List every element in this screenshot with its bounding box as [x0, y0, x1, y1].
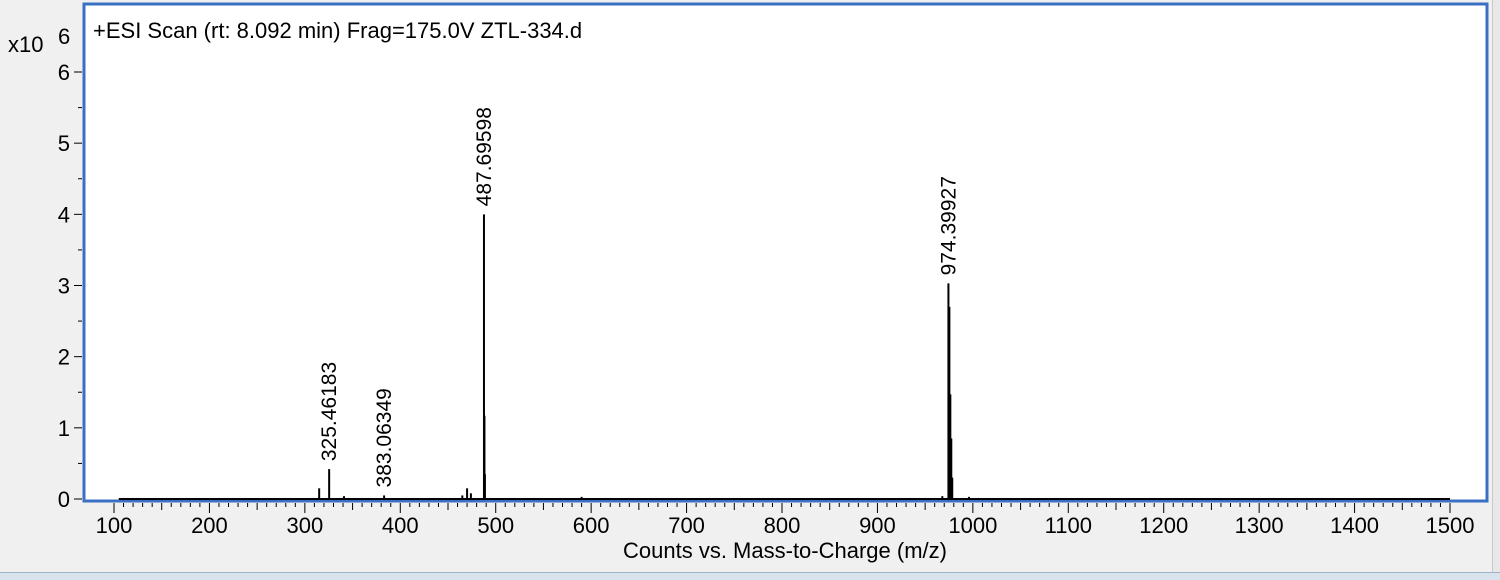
x-tick-label-800: 800: [764, 513, 801, 538]
x-tick-label-700: 700: [668, 513, 705, 538]
x-tick-label-1100: 1100: [1045, 513, 1092, 538]
x-axis: 100 200 300 400 500 600 700 800 900 1000 1100 1200 1…: [96, 503, 1475, 538]
peaks-layer: [118, 214, 1450, 500]
x-tick-label-1000: 1000: [948, 513, 997, 538]
y-axis: 0 1 2 3 4 5 6: [58, 60, 82, 512]
y-tick-label-0: 0: [58, 487, 70, 512]
x-tick-label-500: 500: [477, 513, 514, 538]
y-tick-label-2: 2: [58, 345, 70, 370]
x-tick-label-200: 200: [191, 513, 228, 538]
peak-label-1: 325.46183: [318, 362, 341, 461]
y-tick-label-3: 3: [58, 274, 70, 299]
x-tick-label-1200: 1200: [1139, 513, 1188, 538]
peak-label-7: 487.69598: [473, 107, 496, 206]
x-tick-label-1500: 1500: [1426, 513, 1475, 538]
x-tick-label-900: 900: [859, 513, 896, 538]
x-axis-label: Counts vs. Mass-to-Charge (m/z): [623, 538, 947, 563]
x-tick-label-300: 300: [286, 513, 323, 538]
peak-labels-layer: 325.46183 383.06349 487.69598 974.39927: [318, 107, 960, 487]
peak-label-3: 383.06349: [373, 388, 396, 487]
y-tick-label-4: 4: [58, 202, 70, 227]
peak-label-12: 974.39927: [937, 176, 960, 275]
x-tick-label-1400: 1400: [1330, 513, 1379, 538]
y-tick-label-5: 5: [58, 131, 70, 156]
y-axis-multiplier: x10: [8, 32, 43, 57]
chart-title: +ESI Scan (rt: 8.092 min) Frag=175.0V ZT…: [93, 18, 582, 43]
x-tick-label-400: 400: [382, 513, 419, 538]
x-tick-label-1300: 1300: [1235, 513, 1284, 538]
y-tick-label-1: 1: [58, 416, 70, 441]
x-tick-label-600: 600: [573, 513, 610, 538]
y-tick-label-6: 6: [58, 60, 70, 85]
x-tick-label-100: 100: [96, 513, 133, 538]
window-bottom-edge: [0, 572, 1500, 580]
window-right-edge: [1492, 0, 1500, 579]
y-axis-exponent: 6: [58, 24, 70, 49]
plot-frame: [82, 2, 1489, 503]
